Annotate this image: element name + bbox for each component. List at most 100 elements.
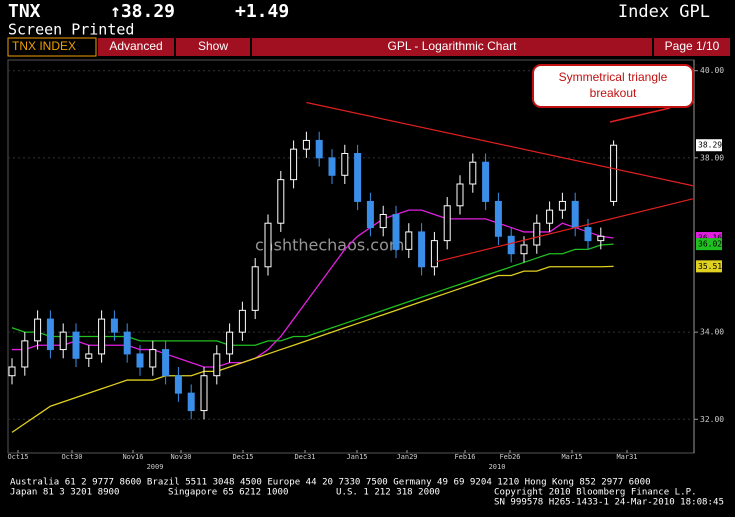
status: Screen Printed <box>8 21 134 39</box>
candle-body <box>149 349 157 368</box>
candle-body <box>277 179 285 224</box>
candle-body <box>264 222 272 268</box>
annotation: Symmetrical triangle <box>559 70 668 84</box>
price-label-box <box>696 238 722 251</box>
candle-body <box>21 340 29 368</box>
y-tick-label: 38.00 <box>700 153 724 162</box>
candle-body <box>354 153 362 202</box>
candle-body <box>392 214 400 250</box>
candle-body <box>213 353 221 377</box>
page-bar[interactable] <box>654 38 730 56</box>
tab[interactable] <box>176 38 250 56</box>
price-label: 38.29 <box>698 141 722 150</box>
candle-body <box>98 318 106 355</box>
candle-body <box>34 318 42 342</box>
tab-label[interactable]: Advanced <box>109 39 162 53</box>
trendline <box>306 101 694 187</box>
tab-label[interactable]: Show <box>198 39 228 53</box>
x-tick-label: Oct30 <box>61 453 82 461</box>
candle-body <box>136 353 144 368</box>
x-tick-label: Mar15 <box>561 453 582 461</box>
price-label-box <box>696 139 722 152</box>
candle-body <box>162 349 170 377</box>
candle-body <box>341 153 349 176</box>
candle-body <box>520 244 528 255</box>
candle-body <box>366 200 374 229</box>
y-tick-label: 40.00 <box>700 66 724 75</box>
candle-body <box>251 266 259 311</box>
price: ↑38.29 <box>110 1 175 22</box>
footer-text: Australia 61 2 9777 8600 Brazil 5511 304… <box>10 478 651 488</box>
candle-body <box>315 139 323 159</box>
ticker: TNX <box>8 1 41 22</box>
candle-body <box>238 309 246 333</box>
candle-body <box>533 222 541 246</box>
candle-body <box>290 148 298 181</box>
tab[interactable] <box>7 37 97 57</box>
price-label: 36.16 <box>698 234 722 243</box>
footer-text: SN 999578 H265-1433-1 24-Mar-2010 18:08:… <box>494 498 724 508</box>
watermark: cashthechaos.com <box>255 236 404 255</box>
x-tick-label: Oct15 <box>7 453 28 461</box>
annotation-arrow <box>609 107 671 123</box>
candle-body <box>110 318 118 333</box>
candle-body <box>507 235 515 255</box>
candle-body <box>405 231 413 250</box>
x-tick-label: Mar31 <box>616 453 637 461</box>
tab-label[interactable]: TNX INDEX <box>12 39 76 53</box>
candle-body <box>174 375 182 394</box>
x-tick-label: Feb26 <box>499 453 520 461</box>
candle-body <box>85 353 93 359</box>
x-tick-label: Nov30 <box>170 453 191 461</box>
candle-body <box>494 200 502 237</box>
price-label: 36.02 <box>698 240 722 249</box>
trendline <box>436 198 694 263</box>
candle-body <box>328 157 336 176</box>
candle-body <box>187 392 195 412</box>
candle-body <box>597 235 605 242</box>
moving-average <box>11 265 614 433</box>
candle-body <box>8 366 16 377</box>
x-tick-label: Jan15 <box>346 453 367 461</box>
x-tick-label: Dec15 <box>232 453 253 461</box>
x-tick-label: Nov16 <box>122 453 143 461</box>
candle-body <box>558 200 566 211</box>
title-bar <box>252 38 652 56</box>
footer-text: Japan 81 3 3201 8900 <box>10 488 120 498</box>
candle-body <box>418 231 426 268</box>
price-label-box <box>696 260 722 273</box>
candle-body <box>443 205 451 242</box>
x-tick-label: Dec31 <box>294 453 315 461</box>
candle-body <box>200 375 208 412</box>
footer-text: Singapore 65 6212 1000 <box>168 488 288 498</box>
candle-body <box>72 331 80 359</box>
tab[interactable] <box>98 38 174 56</box>
moving-average <box>12 209 614 368</box>
candle-body <box>546 209 554 224</box>
footer-text: Copyright 2010 Bloomberg Finance L.P. <box>494 488 697 498</box>
year-label: 2009 <box>147 463 164 471</box>
change: +1.49 <box>235 1 289 22</box>
candle-body <box>584 227 592 242</box>
x-tick-label: Jan29 <box>396 453 417 461</box>
candle-body <box>571 200 579 229</box>
y-tick-label: 34.00 <box>700 328 724 337</box>
annotation-box <box>532 64 694 108</box>
candle-body <box>610 144 618 202</box>
moving-average <box>11 243 614 346</box>
candle-body <box>59 331 67 351</box>
price-label: 35.51 <box>698 262 722 271</box>
footer-text: U.S. 1 212 318 2000 <box>336 488 440 498</box>
candle-body <box>482 161 490 202</box>
candle-body <box>302 139 310 150</box>
candle-body <box>226 331 234 355</box>
candle-body <box>469 161 477 185</box>
y-tick-label: 32.00 <box>700 415 724 424</box>
candle-body <box>430 240 438 268</box>
function: Index GPL <box>618 2 710 22</box>
x-tick-label: Feb16 <box>454 453 475 461</box>
candle-body <box>46 318 54 351</box>
page[interactable]: Page 1/10 <box>665 39 720 53</box>
candle-body <box>123 331 131 355</box>
